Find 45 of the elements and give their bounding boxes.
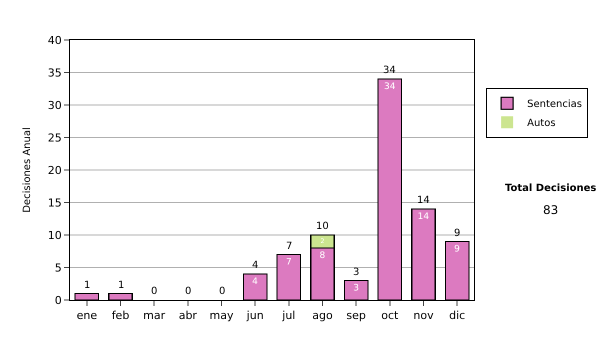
text: Total Decisiones — [505, 183, 596, 194]
total-label: 1 — [84, 280, 90, 291]
total-label: 1 — [118, 280, 124, 291]
y-axis-title: Decisiones Anual — [22, 127, 33, 213]
data-label: 3 — [353, 284, 360, 294]
total-label: 10 — [316, 221, 329, 232]
legend-label: Autos — [527, 118, 556, 130]
y-tick-label: 0 — [54, 294, 62, 307]
x-tick-label: dic — [449, 309, 466, 322]
total-label: 0 — [219, 286, 226, 297]
x-tick-label: ago — [312, 309, 333, 322]
x-tick-label: nov — [413, 309, 434, 322]
x-tick-label: sep — [346, 309, 366, 322]
y-tick-label: 40 — [48, 34, 62, 47]
total-label: 34 — [383, 65, 396, 76]
x-tick-label: ene — [76, 309, 98, 322]
x-tick-label: jul — [281, 309, 296, 322]
data-label: 8 — [320, 251, 326, 261]
total-label: 9 — [454, 228, 460, 239]
total-label: 0 — [185, 286, 192, 297]
y-tick-label: 25 — [48, 131, 62, 144]
data-label: 9 — [454, 244, 460, 254]
text: 83 — [543, 203, 558, 217]
x-tick-label: oct — [381, 309, 400, 322]
y-tick-label: 15 — [48, 196, 62, 210]
x-tick-label: feb — [112, 309, 130, 322]
legend-label: Sentencias — [527, 99, 582, 110]
total-label: 4 — [252, 260, 258, 271]
total-label: 7 — [286, 241, 292, 252]
data-label: 4 — [252, 277, 258, 287]
total-label: 3 — [353, 267, 360, 278]
x-tick-label: abr — [178, 309, 198, 322]
y-tick-label: 35 — [48, 66, 62, 80]
x-tick-label: may — [210, 309, 234, 322]
x-tick-label: jun — [246, 309, 264, 322]
data-label: 14 — [418, 212, 430, 222]
x-tick-label: mar — [143, 309, 166, 322]
y-tick-label: 10 — [48, 228, 62, 242]
y-tick-label: 20 — [48, 164, 62, 177]
y-tick-label: 30 — [48, 98, 62, 112]
y-tick-label: 5 — [54, 261, 62, 274]
data-label: 34 — [384, 82, 396, 92]
total-label: 14 — [417, 195, 430, 206]
total-label: 0 — [151, 286, 158, 297]
data-label: 7 — [286, 258, 292, 268]
